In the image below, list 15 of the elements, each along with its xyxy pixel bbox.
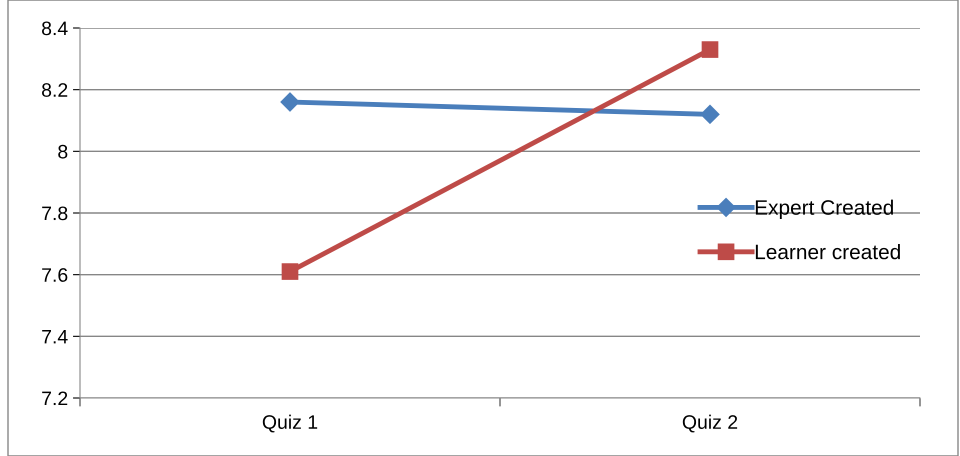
y-tick-label: 7.6	[42, 268, 68, 282]
point	[700, 104, 720, 124]
point	[282, 263, 298, 280]
y-tick-label: 7.2	[42, 391, 68, 406]
point	[280, 92, 300, 112]
x-tick-label: Quiz 2	[682, 414, 738, 432]
legend-label: Learner created	[756, 244, 900, 260]
y-tick-label: 8.4	[42, 21, 68, 36]
x-tick-label: Quiz 1	[262, 414, 318, 432]
y-tick-label: 8.2	[42, 83, 68, 97]
point	[702, 41, 718, 58]
y-tick-label: 7.4	[42, 330, 68, 344]
y-tick-label: 7.8	[42, 206, 68, 220]
y-tick-label: 8	[58, 144, 68, 159]
legend-label: Expert Created	[756, 200, 893, 219]
